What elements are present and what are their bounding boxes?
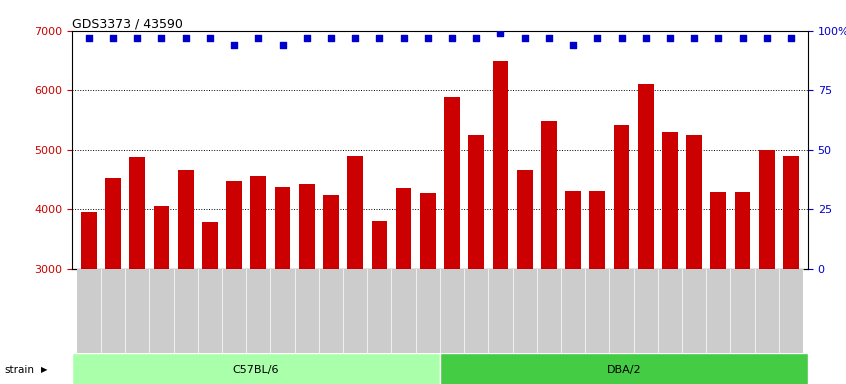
Point (276, 42, 289, 48)
Bar (706, 269, 730, 353)
Bar (682, 269, 706, 353)
Bar (734, 192, 750, 269)
Point (615, 35, 629, 41)
Bar (755, 269, 779, 353)
Bar (226, 181, 242, 269)
Bar (638, 84, 654, 269)
Point (445, 35, 459, 41)
Bar (585, 269, 609, 353)
Bar (150, 269, 173, 353)
Point (397, 35, 410, 41)
Bar (440, 269, 464, 353)
Point (494, 30, 508, 36)
Bar (488, 269, 513, 353)
Bar (561, 269, 585, 353)
Bar (178, 170, 194, 269)
Point (130, 35, 144, 41)
Bar (565, 191, 581, 269)
Bar (77, 269, 101, 353)
Bar (440, 353, 808, 384)
Point (179, 35, 193, 41)
Point (251, 35, 265, 41)
Text: strain: strain (4, 364, 34, 375)
Bar (222, 269, 246, 353)
Point (760, 35, 773, 41)
Text: DBA/2: DBA/2 (607, 364, 641, 375)
Bar (686, 136, 702, 269)
Bar (319, 269, 343, 353)
Point (228, 42, 241, 48)
Bar (271, 269, 294, 353)
Bar (469, 136, 484, 269)
Point (470, 35, 483, 41)
Point (542, 35, 556, 41)
Point (300, 35, 314, 41)
Point (82, 35, 96, 41)
Bar (492, 61, 508, 269)
Bar (590, 191, 605, 269)
Point (203, 35, 217, 41)
Bar (294, 269, 319, 353)
Bar (662, 132, 678, 269)
Bar (420, 193, 436, 269)
Bar (371, 221, 387, 269)
Point (736, 35, 750, 41)
Bar (202, 222, 217, 269)
Bar (173, 269, 198, 353)
Bar (444, 98, 460, 269)
Bar (323, 195, 339, 269)
Point (349, 35, 362, 41)
Bar (348, 156, 363, 269)
Bar (72, 353, 440, 384)
Bar (299, 184, 315, 269)
Text: ▶: ▶ (41, 365, 47, 374)
Bar (517, 170, 532, 269)
Bar (536, 269, 561, 353)
Bar (541, 121, 557, 269)
Point (687, 35, 700, 41)
Bar (658, 269, 682, 353)
Point (591, 35, 604, 41)
Point (784, 35, 798, 41)
Bar (779, 269, 803, 353)
Point (324, 35, 338, 41)
Point (155, 35, 168, 41)
Point (663, 35, 677, 41)
Bar (129, 157, 146, 269)
Point (518, 35, 531, 41)
Bar (396, 188, 411, 269)
Bar (81, 212, 96, 269)
Bar (154, 206, 169, 269)
Bar (464, 269, 488, 353)
Bar (246, 269, 271, 353)
Bar (198, 269, 222, 353)
Bar (415, 269, 440, 353)
Bar (101, 269, 125, 353)
Point (421, 35, 435, 41)
Bar (613, 125, 629, 269)
Bar (105, 178, 121, 269)
Bar (634, 269, 658, 353)
Bar (275, 187, 290, 269)
Point (711, 35, 725, 41)
Bar (609, 269, 634, 353)
Bar (343, 269, 367, 353)
Point (107, 35, 120, 41)
Point (566, 42, 580, 48)
Bar (125, 269, 150, 353)
Point (639, 35, 652, 41)
Point (372, 35, 386, 41)
Bar (759, 151, 775, 269)
Bar (730, 269, 755, 353)
Text: GDS3373 / 43590: GDS3373 / 43590 (72, 17, 183, 30)
Bar (392, 269, 415, 353)
Bar (250, 176, 266, 269)
Bar (513, 269, 536, 353)
Bar (711, 192, 726, 269)
Bar (367, 269, 392, 353)
Text: C57BL/6: C57BL/6 (233, 364, 279, 375)
Bar (783, 156, 799, 269)
